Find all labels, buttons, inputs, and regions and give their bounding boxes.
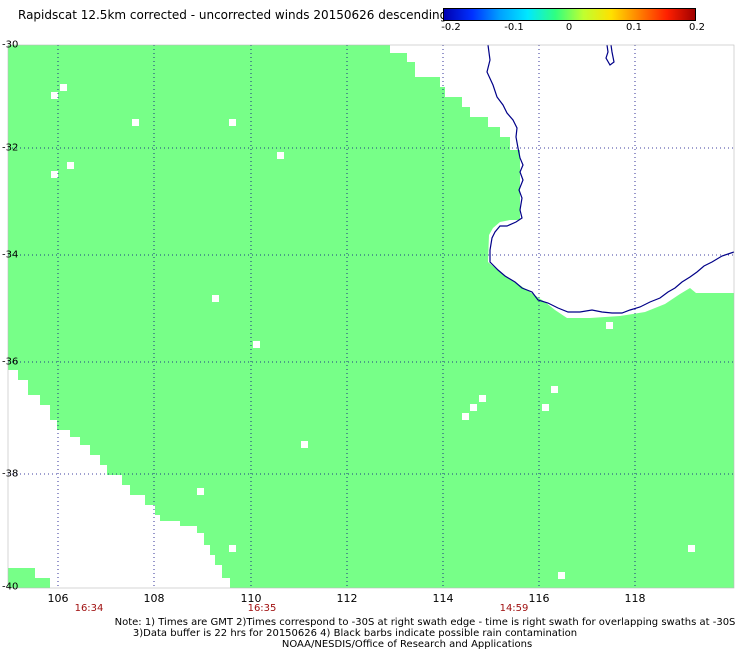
map-frame [7, 44, 735, 589]
credit-line: NOAA/NESDIS/Office of Research and Appli… [281, 639, 533, 650]
note-line: 3)Data buffer is 22 hrs for 20150626 4) … [132, 628, 578, 639]
lon-label: 110 [240, 592, 262, 605]
lat-label: -30 [2, 39, 19, 51]
wind-swath [8, 45, 734, 588]
lon-label: 112 [336, 592, 358, 605]
colorbar-label: 0.1 [626, 22, 642, 33]
swath-time: 16:35 [247, 603, 277, 614]
missing-data-cells [51, 84, 695, 579]
wind-swath-fragment [8, 568, 50, 588]
colorbar-label: 0 [565, 22, 573, 33]
map-title: Rapidscat 12.5km corrected - uncorrected… [18, 8, 448, 22]
swath-time: 16:34 [74, 603, 104, 614]
lat-label: -34 [2, 249, 19, 261]
lon-label: 116 [528, 592, 550, 605]
colorbar-label: -0.2 [441, 22, 461, 33]
lat-label: -36 [2, 356, 19, 368]
lon-label: 106 [47, 592, 69, 605]
lat-label: -32 [2, 142, 19, 154]
colorbar [443, 8, 696, 21]
swath-time: 14:59 [499, 603, 529, 614]
colorbar-label: 0.2 [689, 22, 705, 33]
coastline [486, 44, 735, 314]
lon-label: 114 [432, 592, 454, 605]
lat-label: -40 [2, 581, 19, 593]
lon-label: 108 [143, 592, 165, 605]
lat-label: -38 [2, 468, 19, 480]
colorbar-label: -0.1 [504, 22, 524, 33]
lon-label: 118 [624, 592, 646, 605]
note-line: Note: 1) Times are GMT 2)Times correspon… [114, 617, 736, 628]
graticule [8, 45, 734, 588]
